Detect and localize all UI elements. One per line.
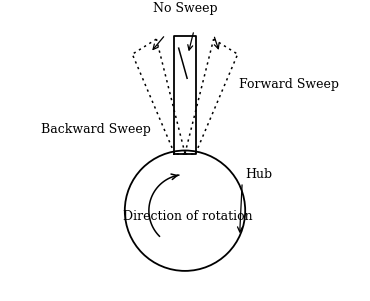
Text: No Sweep: No Sweep [153, 2, 217, 15]
Text: Direction of rotation: Direction of rotation [123, 210, 253, 223]
Text: Backward Sweep: Backward Sweep [41, 123, 150, 136]
Text: Forward Sweep: Forward Sweep [239, 78, 339, 91]
Text: Hub: Hub [245, 168, 272, 181]
